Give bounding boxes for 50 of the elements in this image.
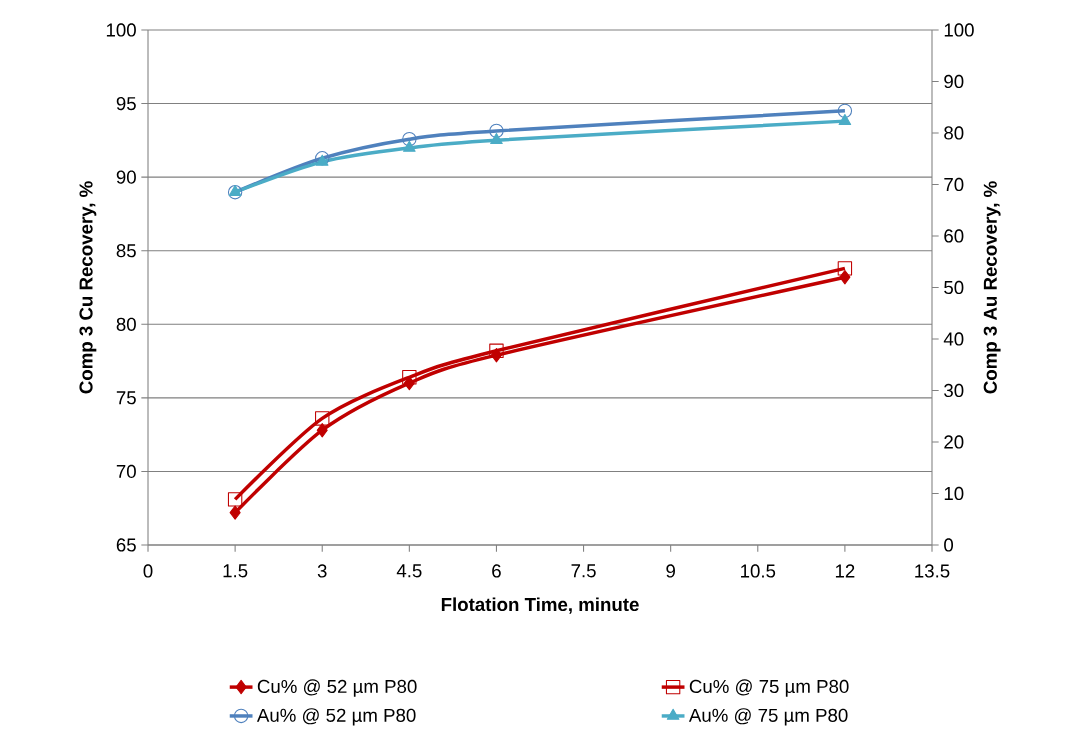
point [837, 103, 853, 119]
x-tick-label: 3 [317, 564, 327, 578]
y-tick-label: 65 [116, 538, 136, 552]
y-tick-label: 90 [116, 170, 136, 184]
y2-tick-label: 100 [944, 23, 974, 37]
point [403, 140, 416, 152]
x-tick-label: 7.5 [571, 564, 596, 578]
x-tick-label: 4.5 [396, 564, 422, 578]
point [229, 505, 241, 520]
y-tick-label: 85 [116, 244, 136, 258]
y2-tick-label: 20 [944, 435, 964, 449]
point [490, 132, 503, 145]
point [316, 423, 328, 438]
y2-tick-label: 60 [944, 229, 964, 243]
x-axis-title: Flotation Time, minute [441, 597, 639, 614]
y2-tick-label: 80 [944, 126, 964, 140]
legend-label: Cu% @ 75 µm P80 [689, 679, 849, 697]
y2-axis-title: Comp 3 Au Recovery, % [983, 181, 1001, 394]
x-tick-label: 1.5 [223, 564, 248, 578]
point [490, 347, 502, 363]
x-tick-label: 0 [143, 564, 153, 578]
y2-tick-label: 70 [944, 177, 964, 192]
point [838, 113, 852, 126]
y2-tick-label: 90 [944, 74, 964, 89]
y-tick-label: 95 [116, 96, 136, 111]
y2-tick-label: 0 [944, 538, 954, 552]
y-tick-label: 70 [116, 464, 136, 479]
y-tick-label: 75 [116, 391, 136, 405]
point [315, 411, 330, 426]
point [489, 123, 504, 139]
x-tick-label: 6 [492, 564, 501, 578]
y-axis-title: Comp 3 Cu Recovery, % [79, 181, 97, 394]
y-tick-label: 100 [106, 23, 136, 37]
y2-tick-label: 10 [944, 486, 964, 501]
point [837, 261, 853, 276]
legend-label: Cu% @ 52 µm P80 [257, 679, 417, 697]
point [402, 370, 417, 385]
point [227, 492, 243, 507]
point [489, 343, 504, 358]
x-tick-label: 12 [835, 564, 855, 578]
y2-tick-label: 30 [944, 383, 964, 398]
x-tick-label: 9 [666, 564, 675, 578]
y2-tick-label: 50 [944, 280, 964, 295]
legend-label: Au% @ 75 µm P80 [688, 708, 848, 726]
x-tick-label: 10.5 [741, 564, 776, 578]
x-tick-label: 13.5 [915, 564, 950, 578]
point [402, 131, 417, 147]
y2-tick-label: 40 [943, 332, 964, 346]
legend-label: Au% @ 52 µm P80 [256, 708, 416, 726]
y-tick-label: 80 [116, 317, 136, 331]
